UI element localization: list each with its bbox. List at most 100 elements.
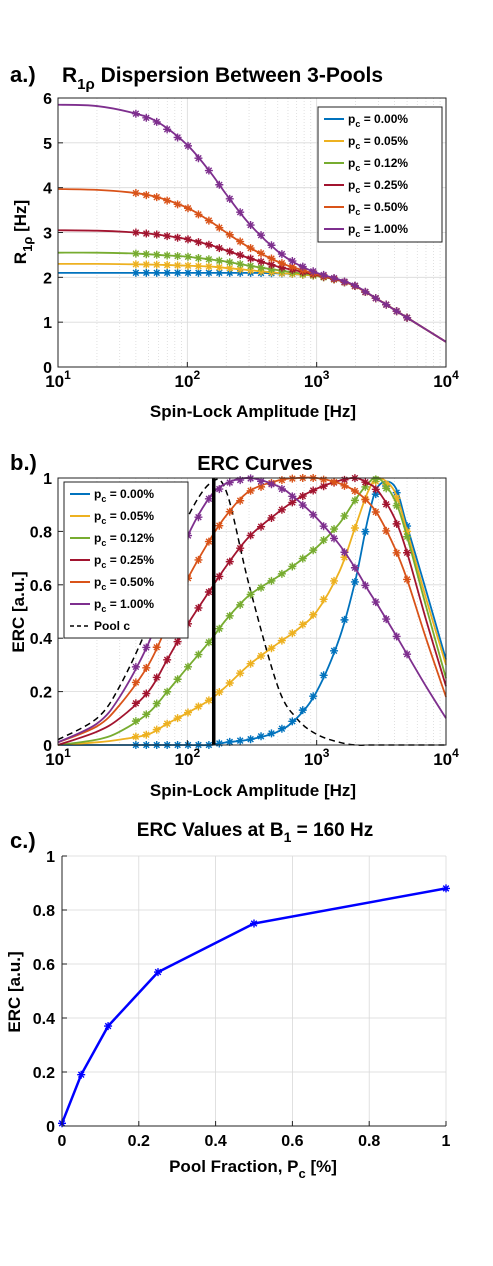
panel-a-marker-4 bbox=[277, 259, 286, 268]
panel-c-y-tick-label: 0.2 bbox=[33, 1065, 55, 1082]
panel-b-title: ERC Curves bbox=[197, 453, 313, 475]
panel-a-x-tick-base: 10 bbox=[304, 372, 323, 391]
panel-b-legend-sym: p bbox=[94, 575, 101, 589]
panel-b-marker-5 bbox=[288, 492, 297, 501]
panel-a-y-tick-label: 4 bbox=[43, 181, 52, 198]
panel-a-legend-sub: c bbox=[355, 163, 360, 173]
panel-a-legend-sub: c bbox=[355, 229, 360, 239]
panel-c-tick-labels: 00 0.2 0.2 0.4 0.4 0.6 0.6 0.8 0.8 1 1 bbox=[33, 849, 451, 1150]
panel-b-marker-4 bbox=[371, 507, 380, 516]
panel-b-xlabel: Spin-Lock Amplitude [Hz] bbox=[150, 781, 356, 800]
panel-a-marker-1 bbox=[131, 260, 140, 269]
panel-b-y-tick-label: 0.8 bbox=[30, 524, 52, 541]
panel-b-marker-4 bbox=[204, 537, 213, 546]
panel-b-marker-1 bbox=[194, 702, 203, 711]
panel-a-legend-label-5: pc = 1.00% bbox=[348, 222, 408, 239]
panel-a-marker-5 bbox=[330, 273, 339, 282]
panel-b-marker-5 bbox=[257, 477, 266, 486]
panel-c-ylabel: ERC [a.u.] bbox=[5, 951, 24, 1032]
panel-a-marker-5 bbox=[277, 250, 286, 259]
panel-a-marker-2 bbox=[225, 258, 234, 267]
panel-a-marker-5 bbox=[392, 307, 401, 316]
panel-b-marker-2 bbox=[131, 717, 140, 726]
panel-c-marker-1 bbox=[77, 1070, 86, 1079]
panel-b-marker-3 bbox=[257, 522, 266, 531]
panel-a-marker-2 bbox=[184, 252, 193, 261]
panel-a-legend-rest: = 0.50% bbox=[360, 200, 408, 214]
panel-a-marker-5 bbox=[298, 262, 307, 271]
panel-a-legend-box bbox=[317, 106, 443, 243]
panel-b-legend-sym: Pool c bbox=[94, 619, 130, 633]
panel-a-marker-5 bbox=[173, 133, 182, 142]
panel-b-marker-0 bbox=[225, 737, 234, 746]
panel-a-marker-4 bbox=[131, 189, 140, 198]
panel-a-marker-2 bbox=[173, 252, 182, 261]
panel-b-marker-4 bbox=[131, 678, 140, 687]
panel-b-marker-3 bbox=[277, 505, 286, 514]
panel-b-marker-4 bbox=[350, 487, 359, 496]
panel-b-marker-0 bbox=[340, 615, 349, 624]
panel-a-title-rest: Dispersion Between 3-Pools bbox=[95, 64, 383, 87]
panel-a-x-tick-exponent: 2 bbox=[193, 368, 200, 382]
panel-a-y-tick-label: 0 bbox=[43, 360, 52, 377]
panel-b-marker-0 bbox=[350, 577, 359, 586]
panel-b-marker-2 bbox=[246, 590, 255, 599]
panel-a-axes bbox=[57, 97, 447, 368]
panel-a-x-tick-label: 102 bbox=[175, 368, 201, 391]
panel-a-marker-5 bbox=[371, 294, 380, 303]
panel-b-x-tick-base: 10 bbox=[45, 750, 64, 769]
panel-a-marker-1 bbox=[152, 260, 161, 269]
panel-b-marker-2 bbox=[257, 583, 266, 592]
panel-b-marker-2 bbox=[173, 675, 182, 684]
panel-a-marker-3 bbox=[204, 240, 213, 249]
panel-a-title: R1ρ Dispersion Between 3-Pools bbox=[62, 64, 383, 93]
panel-a-x-tick-label: 101 bbox=[45, 368, 71, 391]
panel-c-x-tick-label: 0.4 bbox=[204, 1133, 226, 1150]
panel-a-marker-5 bbox=[225, 194, 234, 203]
panel-b-marker-4 bbox=[330, 478, 339, 487]
panel-b: b.) ERC Curves 101 102 103 10400.20.40.60.8… bbox=[9, 450, 459, 800]
panel-b-marker-3 bbox=[340, 475, 349, 484]
panel-a-ylabel-rest: [Hz] bbox=[11, 200, 30, 237]
panel-b-marker-2 bbox=[361, 482, 370, 491]
panel-a-marker-2 bbox=[204, 255, 213, 264]
panel-a-y-tick-label: 1 bbox=[43, 315, 52, 332]
panel-c-title: ERC Values at B1 = 160 Hz bbox=[137, 820, 373, 845]
panel-b-y-tick-label: 0 bbox=[43, 738, 52, 755]
panel-b-marker-5 bbox=[267, 480, 276, 489]
panel-a-marker-1 bbox=[225, 264, 234, 273]
panel-b-marker-3 bbox=[163, 655, 172, 664]
panel-b-y-tick-label: 0.4 bbox=[30, 631, 52, 648]
panel-b-x-tick-label: 104 bbox=[433, 746, 459, 769]
panel-c-y-tick-label: 0.6 bbox=[33, 957, 55, 974]
panel-a-legend-sym: p bbox=[348, 156, 355, 170]
panel-b-marker-0 bbox=[330, 646, 339, 655]
panel-b-marker-5 bbox=[382, 615, 391, 624]
panel-a-x-tick-base: 10 bbox=[45, 372, 64, 391]
panel-b-marker-2 bbox=[225, 611, 234, 620]
panel-a-marker-3 bbox=[194, 238, 203, 247]
panel-a-marker-5 bbox=[340, 277, 349, 286]
panel-a-marker-5 bbox=[403, 313, 412, 322]
panel-b-marker-0 bbox=[371, 490, 380, 499]
panel-a-marker-2 bbox=[131, 249, 140, 258]
panel-a-marker-4 bbox=[163, 196, 172, 205]
panel-b-marker-5 bbox=[403, 650, 412, 659]
panel-b-marker-3 bbox=[204, 588, 213, 597]
panel-a-marker-3 bbox=[257, 257, 266, 266]
panel-b-marker-1 bbox=[288, 629, 297, 638]
panel-b-marker-1 bbox=[163, 719, 172, 728]
panel-a-marker-3 bbox=[152, 230, 161, 239]
panel-b-marker-2 bbox=[215, 624, 224, 633]
panel-b-marker-3 bbox=[131, 699, 140, 708]
panel-b-legend-rest: = 0.12% bbox=[106, 531, 154, 545]
panel-b-y-tick-label: 1 bbox=[43, 471, 52, 488]
panel-a-legend-label-1: pc = 0.05% bbox=[348, 134, 408, 151]
panel-a-marker-1 bbox=[163, 261, 172, 270]
panel-a-ylabel-sub: 1ρ bbox=[20, 237, 35, 252]
panel-b-marker-3 bbox=[225, 557, 234, 566]
panel-b-legend-sub: c bbox=[101, 516, 106, 526]
panel-b-legend-label-2: pc = 0.12% bbox=[94, 531, 154, 548]
panel-b-marker-4 bbox=[194, 555, 203, 564]
panel-b-marker-3 bbox=[382, 500, 391, 509]
